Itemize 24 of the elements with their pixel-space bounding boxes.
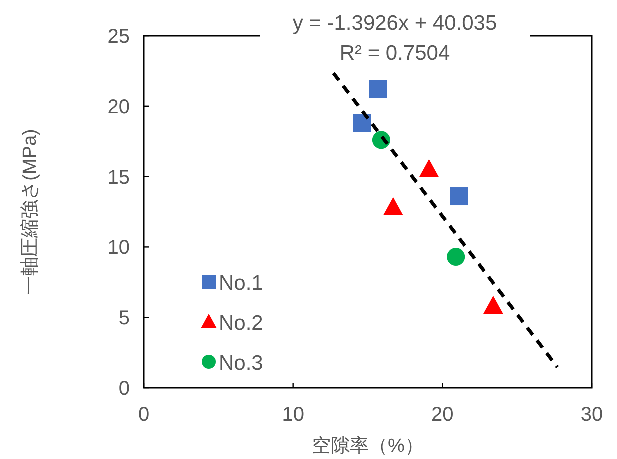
point	[383, 197, 404, 216]
x-tick-label: 10	[282, 404, 304, 426]
point	[484, 296, 504, 314]
y-tick-label: 15	[108, 166, 130, 189]
legend-label: No.1	[219, 272, 264, 295]
x-tick-label: 20	[432, 404, 454, 426]
point	[450, 188, 468, 206]
x-axis-title: 空隙率（%）	[312, 435, 424, 457]
legend-label: No.3	[219, 352, 264, 375]
legend-label: No.2	[219, 312, 264, 335]
y-tick-label: 5	[118, 308, 130, 330]
y-axis-title: 一軸圧縮強さ(MPa)	[20, 129, 41, 295]
text: y = -1.3926x + 40.035	[292, 12, 498, 35]
point	[353, 114, 372, 132]
point	[419, 159, 440, 178]
point	[447, 248, 466, 266]
y-tick-label: 10	[108, 237, 130, 260]
x-tick-label: 30	[580, 404, 604, 426]
y-tick-label: 25	[108, 26, 130, 48]
annotation: R² = 0.7504	[340, 42, 450, 65]
y-tick-label: 20	[108, 96, 130, 118]
point	[369, 80, 388, 99]
x-tick-label: 0	[138, 404, 150, 426]
y-tick-label: 0	[118, 378, 130, 400]
